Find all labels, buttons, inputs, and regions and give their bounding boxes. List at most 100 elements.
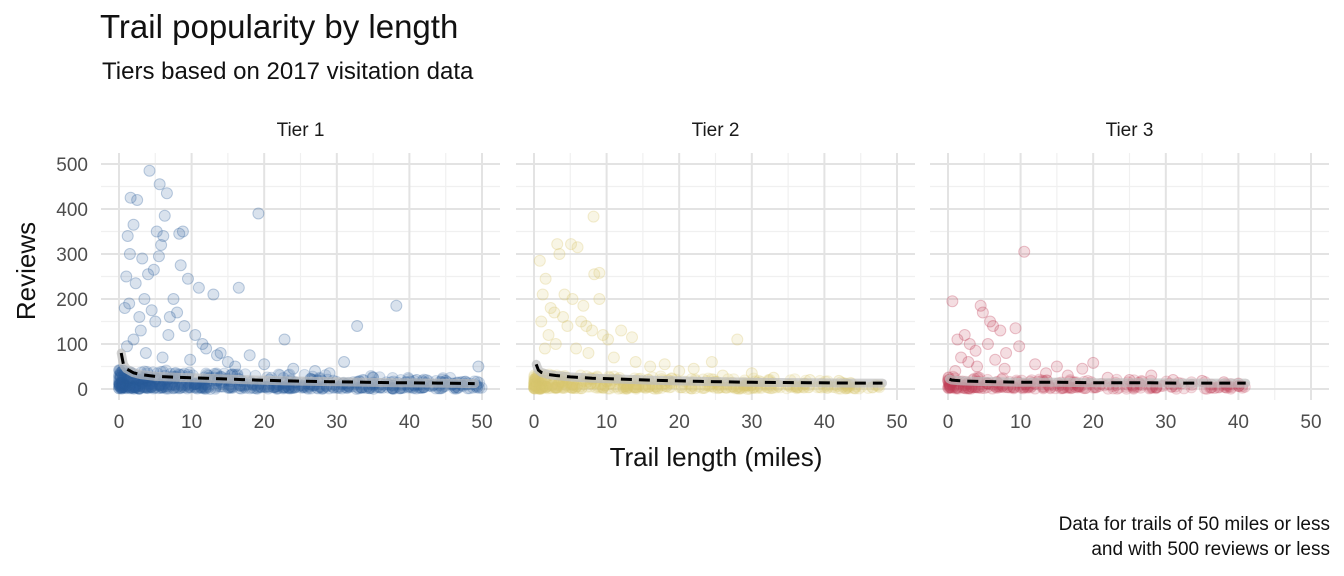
data-point [551,238,564,251]
data-point [962,356,975,368]
data-point [123,381,136,394]
data-point [171,380,184,393]
data-point [549,381,562,394]
data-point [123,381,136,394]
data-point [162,329,175,341]
x-tick-label: 10 [181,412,202,433]
data-point [562,380,575,393]
data-point [117,374,130,387]
data-point [536,381,549,394]
data-point [122,375,135,388]
data-point [232,281,245,294]
data-point [120,382,133,395]
y-tick-label: 200 [56,290,88,311]
data-point [528,379,541,392]
data-point [323,367,336,380]
x-tick-label: 20 [254,412,275,433]
data-point [528,382,541,395]
data-point [134,324,147,337]
data-point [528,381,541,394]
data-point [535,380,548,393]
data-point [258,358,271,371]
data-point [113,369,126,382]
data-point [538,342,551,355]
data-point [143,164,156,177]
chart-caption: Data for trails of 50 miles or less and … [1059,512,1330,562]
data-point [145,381,158,394]
data-point [531,380,544,393]
data-point [549,381,562,394]
trend-line [948,377,1246,385]
data-point [113,378,126,391]
data-point [533,381,546,394]
data-point [115,382,128,395]
data-point [156,381,169,394]
data-point [121,230,134,242]
data-point [131,382,144,395]
data-point [549,381,562,394]
data-point [534,382,547,395]
data-point [150,225,163,238]
data-point [200,342,213,355]
data-point [115,376,128,389]
data-point [113,378,126,391]
data-point [566,293,579,305]
data-point [159,381,172,394]
data-point [155,381,168,394]
data-point [117,380,130,393]
data-point [557,381,570,394]
data-point [1000,347,1013,359]
data-point [530,377,543,390]
data-point [113,369,126,382]
data-point [278,333,291,346]
data-point [129,379,142,392]
data-point [141,380,154,393]
x-tick-label: 0 [114,412,125,433]
data-point [119,381,132,394]
data-point [528,381,541,394]
data-point [118,378,131,391]
chart-title: Trail popularity by length [100,8,459,45]
data-point [129,381,142,394]
trend-line [119,352,475,386]
facet-strip-label: Tier 3 [1106,120,1154,141]
data-point [189,329,202,341]
data-point [528,379,541,392]
data-point [548,306,561,319]
data-point [629,356,642,368]
data-point [171,306,184,319]
data-point [113,381,126,394]
data-point [673,365,686,377]
data-point [568,379,581,392]
data-point [115,381,128,394]
data-point [127,382,140,395]
data-point [949,365,962,377]
data-point [199,382,212,395]
data-point [191,382,204,395]
data-point [114,371,127,384]
data-point [117,376,130,389]
data-point [136,252,149,265]
data-point [528,373,541,386]
data-point [989,353,1002,366]
data-point [124,191,137,204]
data-point [533,382,546,395]
data-point [529,380,542,393]
chart-subtitle: Tiers based on 2017 visitation data [102,58,474,85]
data-point [529,374,542,387]
data-point [116,376,129,389]
facet-strip-label: Tier 2 [692,120,740,141]
data-point [197,382,210,395]
data-point [542,329,555,341]
data-point [114,369,127,382]
data-point [532,382,545,395]
data-point [152,382,165,395]
data-point [575,315,588,328]
data-point [114,370,127,383]
data-point [602,333,615,346]
data-point [528,378,541,391]
data-point [533,381,546,394]
data-point [1040,367,1053,380]
data-point [113,382,126,395]
